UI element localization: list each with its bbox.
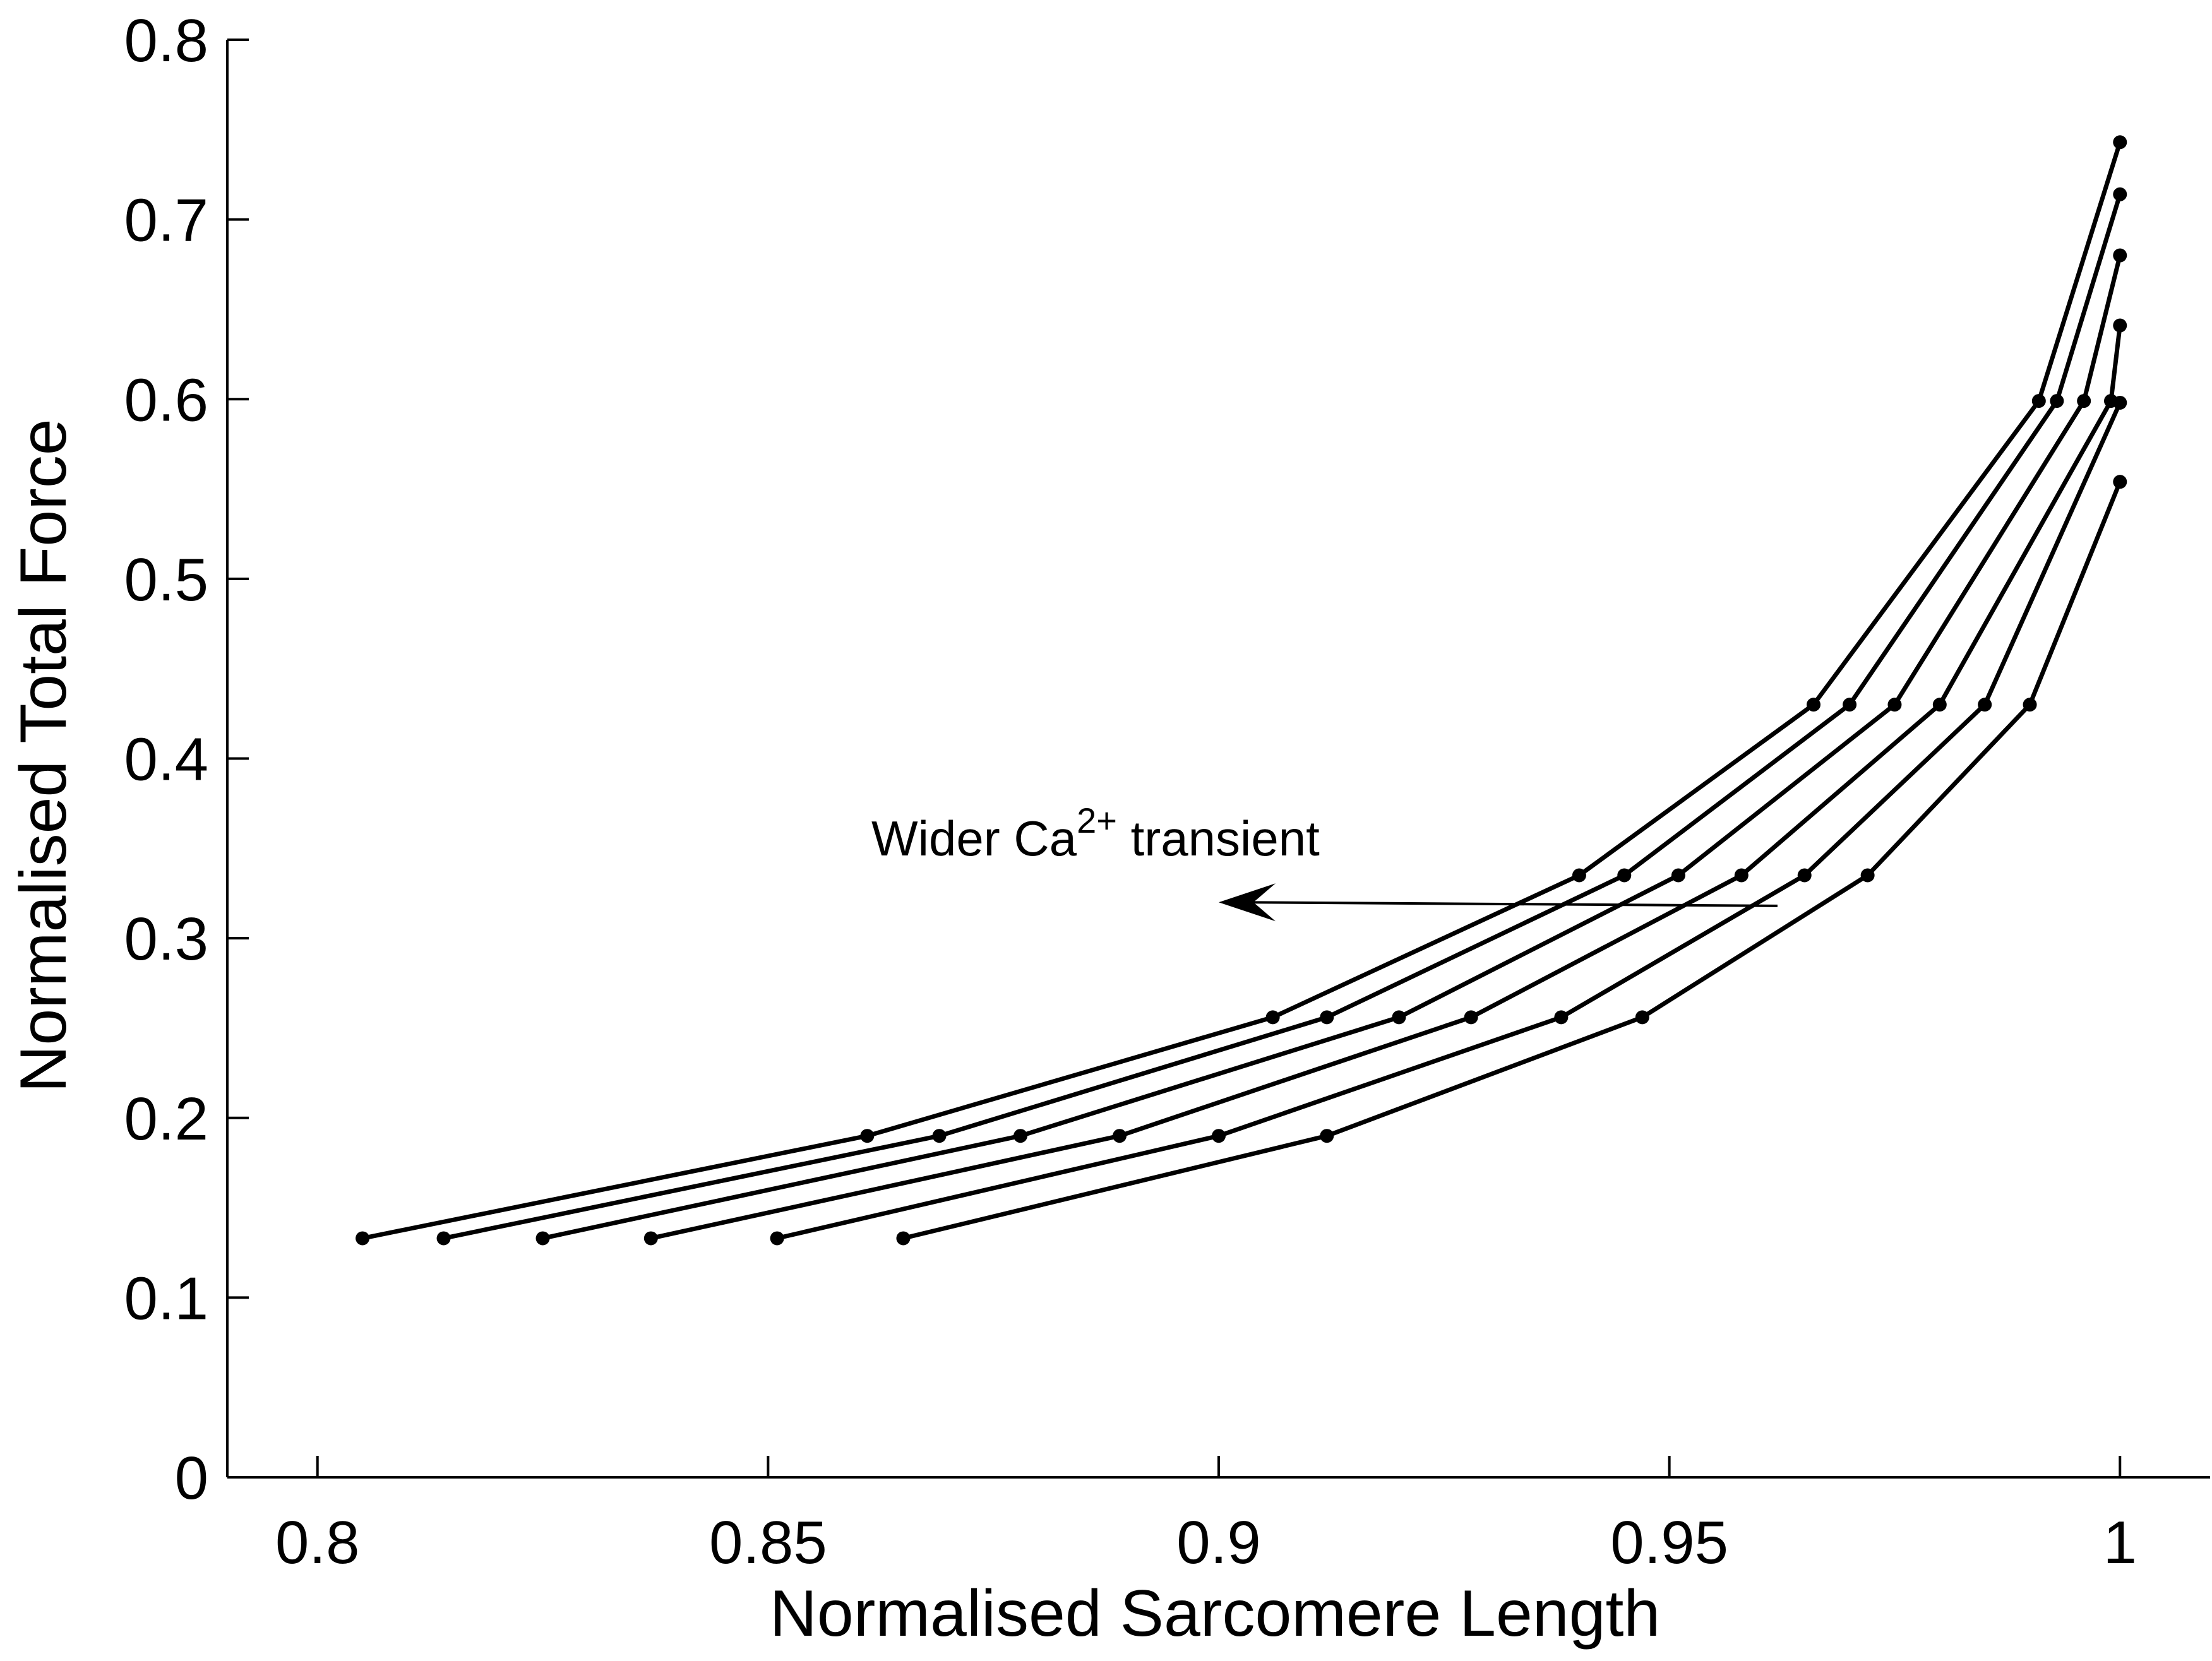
y-tick-label: 0.4 xyxy=(124,726,208,794)
series-5 xyxy=(770,395,2127,1246)
series-3 xyxy=(535,248,2127,1246)
data-point xyxy=(2113,135,2127,150)
data-point xyxy=(896,1231,911,1246)
data-point xyxy=(1978,698,1992,712)
x-tick-label: 1 xyxy=(2103,1509,2137,1576)
data-point xyxy=(932,1129,947,1143)
data-point xyxy=(2113,187,2127,201)
data-point xyxy=(1797,868,1812,883)
data-point xyxy=(1113,1129,1127,1143)
data-point xyxy=(860,1129,875,1143)
data-point xyxy=(1392,1010,1406,1025)
data-point xyxy=(1572,868,1586,883)
annotation-arrow-shaft xyxy=(1243,901,1778,907)
data-point xyxy=(436,1231,451,1246)
y-tick-label: 0.8 xyxy=(124,7,208,74)
annotation-layer: Wider Ca2+ transient xyxy=(871,801,1778,922)
annotation-text-main: Wider Ca xyxy=(871,811,1077,866)
y-axis-label: Normalised Total Force xyxy=(7,419,80,1092)
y-tick-label: 0.1 xyxy=(124,1265,208,1332)
data-point xyxy=(1212,1129,1226,1143)
data-point xyxy=(2031,394,2046,408)
series-6 xyxy=(896,475,2127,1246)
series-2 xyxy=(436,187,2127,1246)
data-point xyxy=(2050,394,2064,408)
data-point xyxy=(643,1231,658,1246)
data-point xyxy=(770,1231,784,1246)
data-point xyxy=(1807,698,1820,712)
annotation-text-tail: transient xyxy=(1117,811,1320,866)
data-point xyxy=(1617,868,1632,883)
data-point xyxy=(1320,1129,1334,1143)
annotation-text: Wider Ca2+ transient xyxy=(871,801,1320,866)
data-point xyxy=(1887,698,1902,712)
axes: 0.8 0.85 0.9 0.95 1 0 0.1 0.2 0.3 0.4 0.5 0.6 0.7 0.8 xyxy=(124,7,2210,1576)
data-point xyxy=(1635,1010,1649,1025)
data-point xyxy=(2077,394,2091,408)
data-point xyxy=(356,1231,370,1246)
series-line xyxy=(360,140,2122,1241)
data-point xyxy=(1013,1129,1027,1143)
series-line xyxy=(541,253,2122,1241)
series-line xyxy=(775,400,2122,1241)
series-line xyxy=(649,323,2122,1241)
x-tick-label: 0.9 xyxy=(1176,1509,1260,1576)
data-point xyxy=(535,1231,550,1246)
data-point xyxy=(2023,698,2037,712)
data-point xyxy=(2113,318,2127,333)
y-tick-label: 0.7 xyxy=(124,187,208,254)
data-point xyxy=(2113,248,2127,263)
annotation-arrow-head xyxy=(1219,883,1276,922)
y-tick-label: 0.3 xyxy=(124,905,208,973)
data-point xyxy=(1265,1010,1280,1025)
data-point xyxy=(1554,1010,1569,1025)
x-tick-label: 0.85 xyxy=(709,1509,827,1576)
x-tick-label: 0.95 xyxy=(1610,1509,1728,1576)
y-tick-label: 0 xyxy=(175,1444,208,1512)
series-1 xyxy=(356,135,2127,1246)
data-point xyxy=(1734,868,1749,883)
y-tick-label: 0.5 xyxy=(124,546,208,614)
y-tick-label: 0.6 xyxy=(124,366,208,434)
x-axis-label: Normalised Sarcomere Length xyxy=(770,1577,1660,1650)
data-point xyxy=(1932,698,1947,712)
series-4 xyxy=(643,318,2127,1246)
data-point xyxy=(1320,1010,1334,1025)
data-point xyxy=(1843,698,1857,712)
x-tick-label: 0.8 xyxy=(275,1509,359,1576)
data-point xyxy=(1464,1010,1478,1025)
y-tick-label: 0.2 xyxy=(124,1085,208,1153)
series-layer xyxy=(356,135,2127,1246)
data-point xyxy=(1860,868,1875,883)
series-line xyxy=(901,479,2122,1241)
annotation-text-superscript: 2+ xyxy=(1077,801,1117,840)
data-point xyxy=(1671,868,1685,883)
data-point xyxy=(2113,475,2127,489)
data-point xyxy=(2113,395,2127,410)
